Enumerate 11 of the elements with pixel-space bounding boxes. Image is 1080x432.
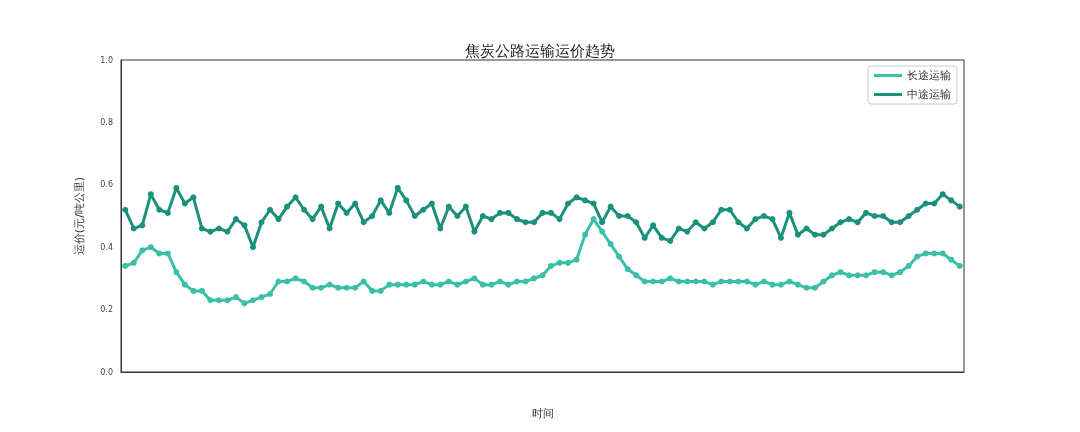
y-tick-label: 0.2 [100,305,113,315]
y-tick-label: 0.0 [100,367,113,377]
y-axis-title: 运价(元/吨公里) [73,176,86,256]
y-tick-label: 1.0 [100,55,113,65]
x-axis-title: 时间 [531,407,554,420]
y-tick-label: 0.6 [100,180,113,190]
chart-title: 焦炭公路运输运价趋势 [465,41,615,60]
y-tick-label: 0.8 [100,117,113,127]
y-tick-label: 0.4 [100,242,113,252]
legend-label: 中途运输 [907,88,951,101]
legend-label: 长途运输 [907,69,951,82]
